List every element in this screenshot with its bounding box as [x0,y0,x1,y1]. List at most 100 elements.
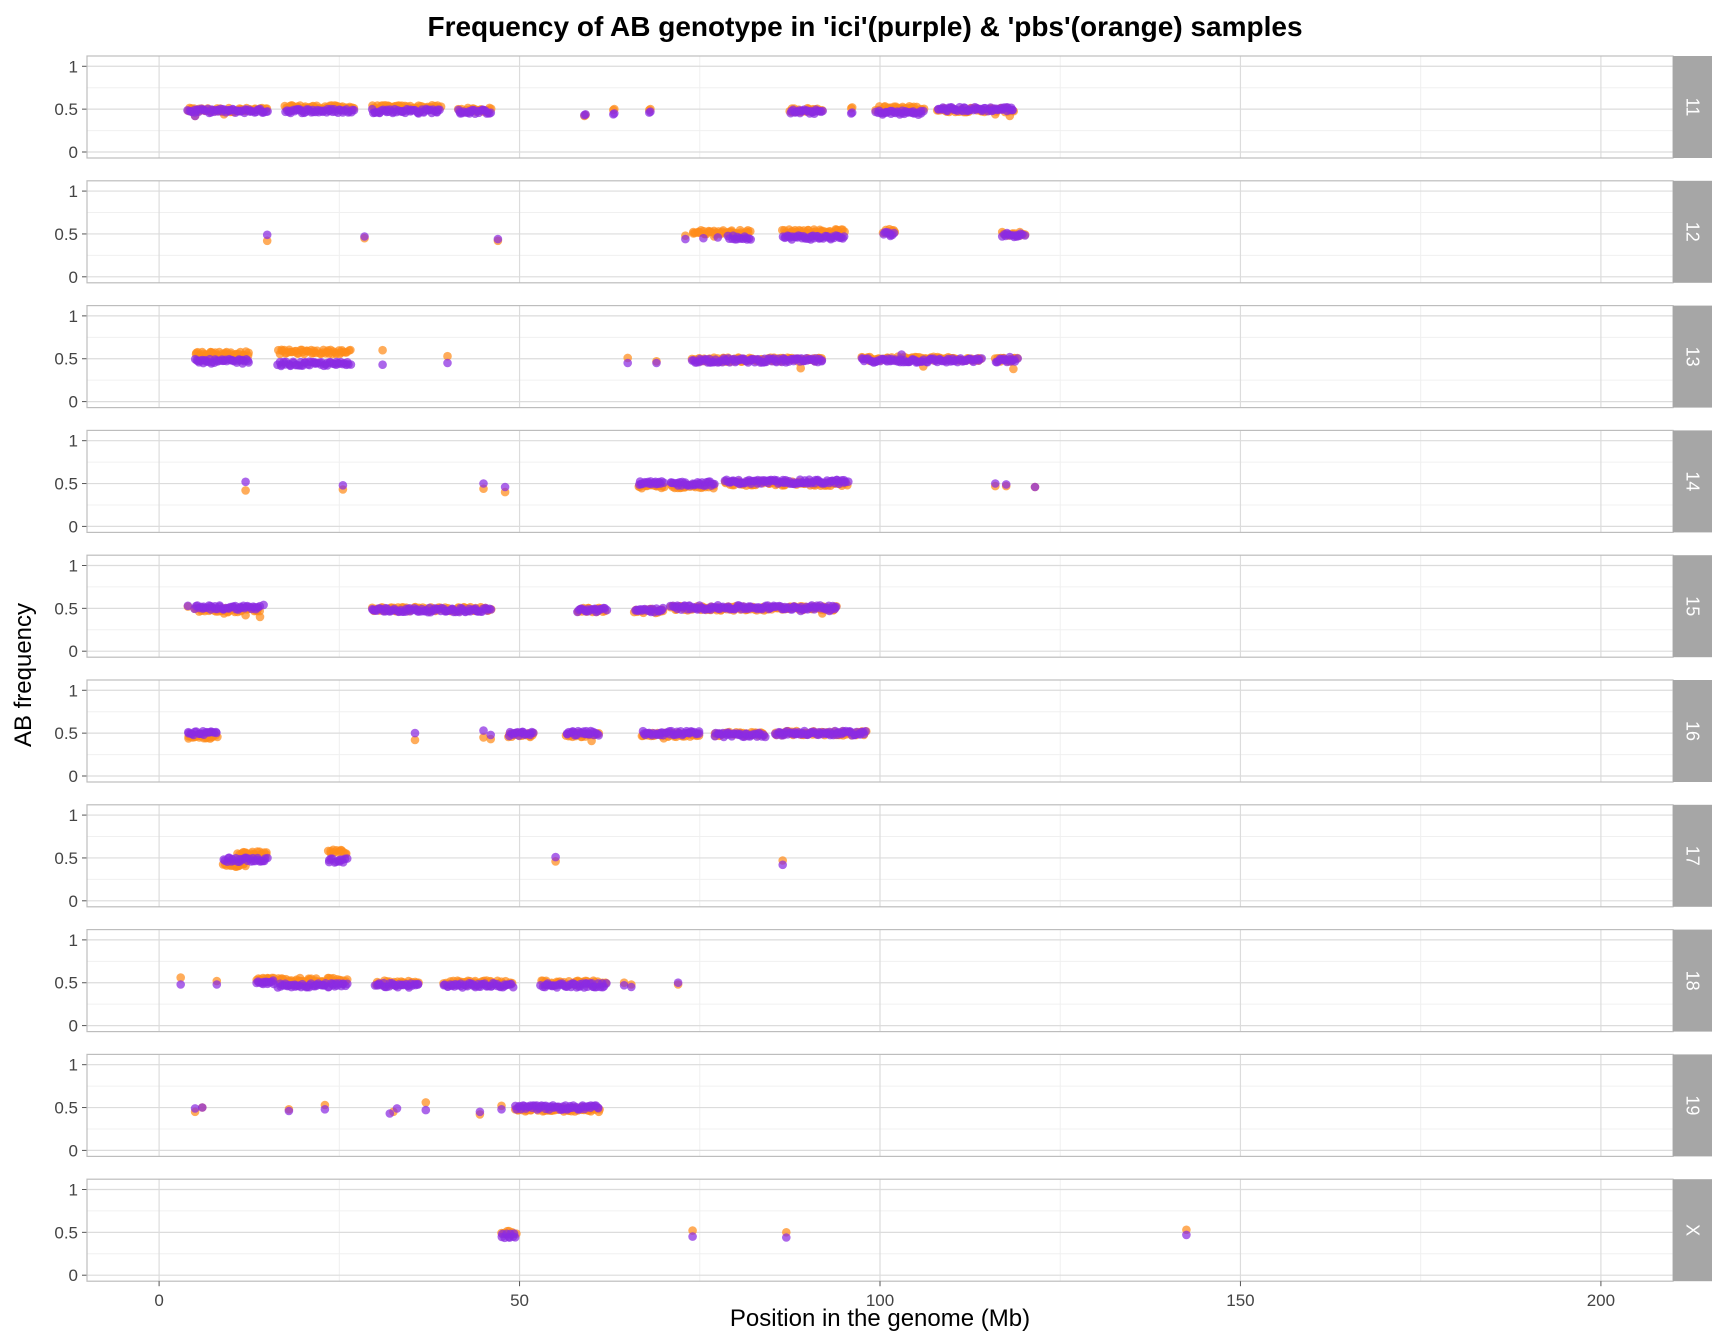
ici-point [198,1103,207,1112]
facet-strip-label: 15 [1683,596,1703,616]
ici-point [796,606,805,616]
facet-panel-x: 0 0.5 1 X [54,1178,1712,1285]
facet-strip [1673,180,1712,283]
ici-point [658,603,668,613]
y-tick-label: 0.5 [54,1099,78,1118]
y-tick-label: 1 [69,681,78,700]
pbs-point [241,610,250,620]
facet-strip [1673,804,1712,907]
ici-series-points [183,102,1017,121]
facet-strip-label: 12 [1683,222,1703,242]
ici-point [623,358,632,368]
ici-point [646,107,655,116]
ici-point [190,1104,200,1113]
ici-point [919,106,928,116]
pbs-point [176,973,185,982]
ici-point [652,358,661,368]
pbs-point [443,351,452,361]
ici-point [688,1232,697,1241]
ici-point [360,232,369,241]
ici-point [414,109,423,118]
ici-series-points [262,227,1030,244]
ici-point [825,606,834,616]
y-tick-label: 0.5 [54,1223,78,1242]
ici-point [594,731,603,740]
y-tick-label: 0 [69,1141,78,1160]
pbs-point [262,236,272,246]
pbs-point [346,345,355,355]
x-tick-label: 100 [866,1291,894,1310]
ici-point [421,1105,431,1115]
facet-strip [1673,555,1712,658]
ici-point [343,979,352,989]
ici-series-points [176,976,683,992]
y-tick-label: 0 [69,268,78,287]
facet-panels: 00.511100.511200.511300.511400.511500.51… [54,55,1712,1285]
facet-strip [1673,305,1712,408]
pbs-point [255,612,265,622]
ici-point [844,477,853,487]
ici-point [778,860,787,870]
ici-point [385,1109,395,1118]
ici-point [1013,354,1022,363]
y-tick-label: 1 [69,182,78,201]
ici-point [581,110,590,119]
x-tick-label: 50 [510,1291,529,1310]
ici-point [1020,231,1030,240]
pbs-point [410,735,420,745]
y-tick-label: 0 [69,393,78,412]
ici-point [378,360,387,370]
ici-point [831,602,841,612]
ici-point [508,982,518,992]
ici-point [694,727,704,736]
y-tick-label: 1 [69,806,78,825]
ici-point [497,1105,506,1114]
ici-point [212,980,222,989]
x-axis-label: Position in the genome (Mb) [730,1305,1030,1332]
ici-point [349,105,359,115]
ici-point [699,233,708,243]
y-tick-label: 0.5 [54,849,78,868]
ici-point [410,728,420,738]
ici-point [176,980,185,989]
y-tick-label: 0.5 [54,599,78,618]
y-tick-label: 0 [69,517,78,536]
ici-point [346,360,356,369]
facet-panel-14: 0 0.5 1 14 [54,429,1712,536]
ici-point [413,979,423,989]
ici-point [847,108,857,117]
facet-strip [1673,680,1712,782]
ici-point [244,358,253,367]
ici-point [284,1106,294,1116]
ici-point [493,234,503,244]
ici-point [435,105,444,115]
y-tick-label: 0.5 [54,350,78,369]
y-tick-label: 0 [69,767,78,786]
y-tick-label: 1 [69,931,78,950]
y-tick-label: 0 [69,1017,78,1036]
ici-series-points [184,726,870,742]
x-tick-label: 0 [154,1291,163,1310]
y-tick-label: 1 [69,57,78,76]
facet-strip [1673,1179,1712,1282]
ici-series-points [190,1101,603,1118]
ici-point [338,481,348,490]
y-tick-label: 1 [69,1056,78,1075]
ici-point [1030,482,1040,492]
ici-point [486,108,496,117]
pbs-point [746,227,755,236]
ici-point [392,1104,402,1113]
ici-point [1001,480,1011,489]
ici-series-points [219,852,787,870]
ici-point [475,1107,485,1117]
ici-point [713,233,723,242]
ici-point [991,479,1000,488]
ici-point [529,728,538,738]
ici-point [500,482,510,492]
facet-strip [1673,929,1712,1032]
ici-point [486,730,496,740]
ici-point [183,601,193,611]
ici-point [619,981,629,990]
y-tick-label: 0 [69,143,78,162]
y-tick-label: 0 [69,1266,78,1285]
